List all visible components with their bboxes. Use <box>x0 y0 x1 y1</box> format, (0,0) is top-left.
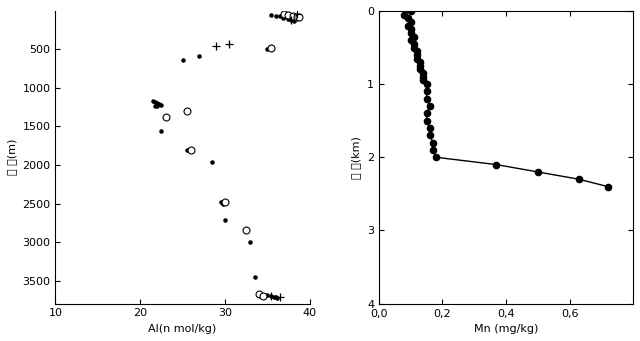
X-axis label: Mn (mg/kg): Mn (mg/kg) <box>474 324 538 334</box>
X-axis label: Al(n mol/kg): Al(n mol/kg) <box>148 324 217 334</box>
Y-axis label: 수 심(m): 수 심(m) <box>7 139 17 176</box>
Y-axis label: 김 이(km): 김 이(km) <box>351 136 362 179</box>
